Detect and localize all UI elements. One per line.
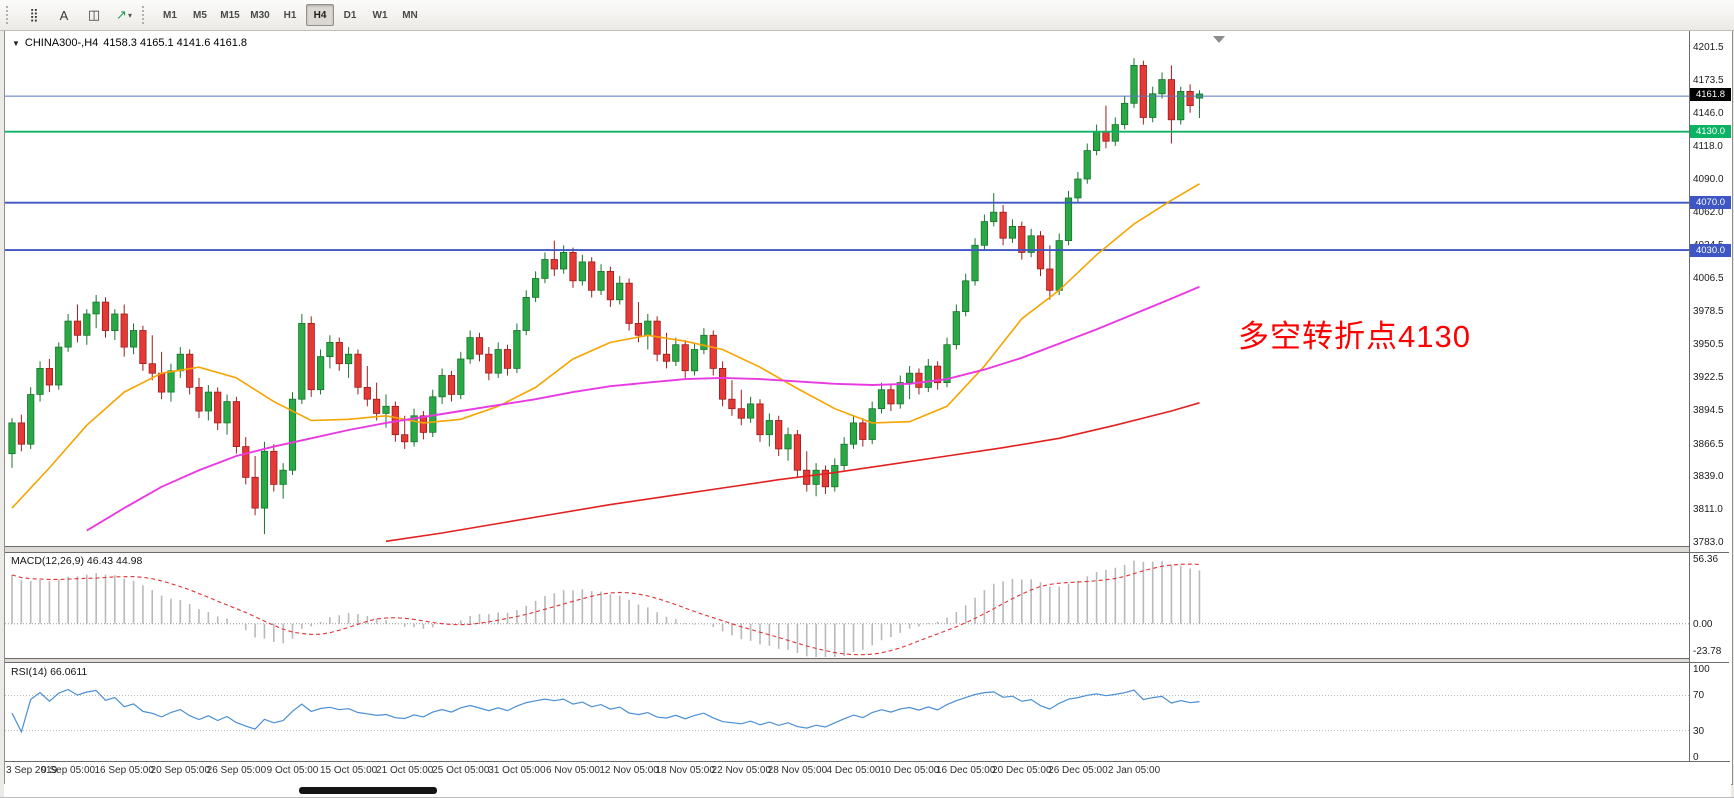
macd-indicator-label: MACD(12,26,9) 46.43 44.98 bbox=[11, 555, 143, 567]
panel-separator[interactable] bbox=[5, 547, 1689, 553]
arrow-tool-icon: ↗ bbox=[116, 7, 127, 22]
timeframe-m1-button[interactable]: M1 bbox=[163, 9, 177, 21]
chart-symbol-label: ▼ CHINA300-,H4 4158.3 4165.1 4141.6 4161… bbox=[12, 37, 247, 49]
text-tool-icon: A bbox=[59, 7, 69, 23]
chart-annotation: 多空转折点4130 bbox=[1238, 319, 1471, 354]
timeframe-buttons-group: M1 M5 M15 M30 H1 H4 D1 W1 MN bbox=[155, 4, 425, 26]
dots-grid-tool-icon: ⣿ bbox=[29, 7, 39, 22]
arrow-tool-button[interactable]: ↗ ▾ bbox=[109, 3, 139, 27]
ohlc-text: 4158.3 4165.1 4141.6 4161.8 bbox=[103, 37, 248, 49]
time-axis[interactable] bbox=[5, 762, 1730, 783]
shapes-tool-button[interactable]: ◫ bbox=[79, 3, 109, 27]
timeframe-w1-button[interactable]: W1 bbox=[372, 9, 388, 21]
macd-panel[interactable] bbox=[6, 553, 1689, 658]
rsi-panel[interactable] bbox=[6, 663, 1689, 761]
chevron-down-icon: ▾ bbox=[127, 10, 132, 20]
horizontal-scrollbar[interactable] bbox=[4, 784, 1731, 797]
panel-separator[interactable] bbox=[5, 659, 1689, 663]
symbol-text: CHINA300-,H4 bbox=[24, 37, 99, 49]
toolbar-grip[interactable] bbox=[6, 6, 14, 24]
symbol-dropdown-icon: ▼ bbox=[12, 38, 20, 48]
drawing-tools-group: ⣿ A ◫ ↗ ▾ bbox=[19, 3, 139, 27]
timeframe-m30-button[interactable]: M30 bbox=[250, 9, 270, 21]
timeframe-m5-button[interactable]: M5 bbox=[193, 9, 207, 21]
timeframe-m15-button[interactable]: M15 bbox=[220, 9, 240, 21]
shapes-tool-icon: ◫ bbox=[87, 7, 101, 22]
price-axis[interactable] bbox=[1690, 31, 1731, 761]
scrollbar-thumb[interactable] bbox=[299, 787, 437, 794]
timeframe-h4-button[interactable]: H4 bbox=[306, 4, 334, 26]
timeframe-d1-button[interactable]: D1 bbox=[343, 9, 357, 21]
text-tool-button[interactable]: A bbox=[49, 3, 79, 27]
rsi-indicator-label: RSI(14) 66.0611 bbox=[11, 666, 88, 678]
timeframe-h1-button[interactable]: H1 bbox=[283, 9, 297, 21]
toolbar-grip[interactable] bbox=[142, 6, 150, 24]
price-chart-area[interactable] bbox=[6, 34, 1689, 546]
toolbar: ⣿ A ◫ ↗ ▾ M1 M5 M15 M30 H1 H4 D1 W1 MN bbox=[0, 0, 1734, 31]
dots-grid-tool-button[interactable]: ⣿ bbox=[19, 3, 49, 27]
timeframe-mn-button[interactable]: MN bbox=[402, 9, 418, 21]
